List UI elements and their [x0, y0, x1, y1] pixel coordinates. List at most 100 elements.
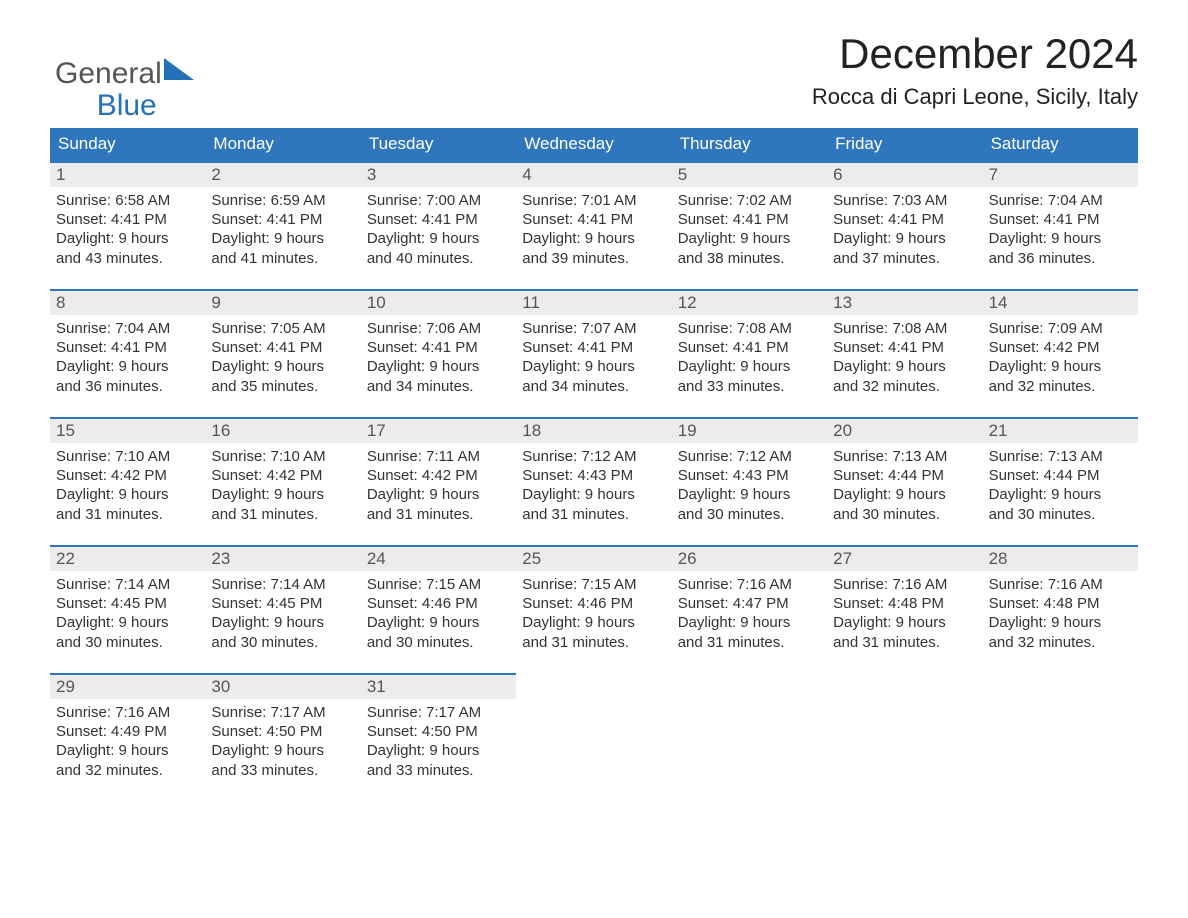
sunrise-line: Sunrise: 7:16 AM — [678, 575, 821, 594]
day-number: 30 — [205, 673, 360, 699]
day-details: Sunrise: 7:08 AMSunset: 4:41 PMDaylight:… — [672, 315, 827, 399]
calendar-day: 26Sunrise: 7:16 AMSunset: 4:47 PMDayligh… — [672, 545, 827, 655]
sunset-line: Sunset: 4:48 PM — [989, 594, 1132, 613]
daylight-line-2: and 34 minutes. — [522, 377, 665, 396]
sunrise-line: Sunrise: 7:16 AM — [833, 575, 976, 594]
sunrise-line: Sunrise: 7:01 AM — [522, 191, 665, 210]
sunrise-line: Sunrise: 7:13 AM — [833, 447, 976, 466]
daylight-line-1: Daylight: 9 hours — [367, 485, 510, 504]
sunrise-line: Sunrise: 7:09 AM — [989, 319, 1132, 338]
day-details: Sunrise: 7:16 AMSunset: 4:47 PMDaylight:… — [672, 571, 827, 655]
day-number: 21 — [983, 417, 1138, 443]
day-details: Sunrise: 7:07 AMSunset: 4:41 PMDaylight:… — [516, 315, 671, 399]
calendar-day: 28Sunrise: 7:16 AMSunset: 4:48 PMDayligh… — [983, 545, 1138, 655]
daylight-line-2: and 31 minutes. — [833, 633, 976, 652]
daylight-line-1: Daylight: 9 hours — [989, 357, 1132, 376]
month-title: December 2024 — [50, 30, 1138, 78]
daylight-line-1: Daylight: 9 hours — [678, 613, 821, 632]
daylight-line-1: Daylight: 9 hours — [522, 357, 665, 376]
daylight-line-1: Daylight: 9 hours — [56, 229, 199, 248]
sunrise-line: Sunrise: 7:14 AM — [211, 575, 354, 594]
day-details: Sunrise: 7:12 AMSunset: 4:43 PMDaylight:… — [672, 443, 827, 527]
day-number: 5 — [672, 161, 827, 187]
day-details: Sunrise: 7:10 AMSunset: 4:42 PMDaylight:… — [205, 443, 360, 527]
daylight-line-2: and 31 minutes. — [678, 633, 821, 652]
calendar-day: 16Sunrise: 7:10 AMSunset: 4:42 PMDayligh… — [205, 417, 360, 527]
sunrise-line: Sunrise: 7:16 AM — [989, 575, 1132, 594]
daylight-line-2: and 33 minutes. — [367, 761, 510, 780]
daylight-line-2: and 36 minutes. — [56, 377, 199, 396]
calendar-day: 9Sunrise: 7:05 AMSunset: 4:41 PMDaylight… — [205, 289, 360, 399]
sunset-line: Sunset: 4:41 PM — [367, 210, 510, 229]
daylight-line-1: Daylight: 9 hours — [522, 485, 665, 504]
sunset-line: Sunset: 4:41 PM — [678, 338, 821, 357]
day-number: 1 — [50, 161, 205, 187]
daylight-line-1: Daylight: 9 hours — [522, 613, 665, 632]
sunset-line: Sunset: 4:41 PM — [833, 338, 976, 357]
daylight-line-2: and 31 minutes. — [367, 505, 510, 524]
daylight-line-2: and 34 minutes. — [367, 377, 510, 396]
daylight-line-1: Daylight: 9 hours — [833, 485, 976, 504]
day-details: Sunrise: 7:16 AMSunset: 4:49 PMDaylight:… — [50, 699, 205, 783]
daylight-line-2: and 36 minutes. — [989, 249, 1132, 268]
calendar-day: 25Sunrise: 7:15 AMSunset: 4:46 PMDayligh… — [516, 545, 671, 655]
daylight-line-2: and 30 minutes. — [367, 633, 510, 652]
day-number: 26 — [672, 545, 827, 571]
daylight-line-1: Daylight: 9 hours — [678, 229, 821, 248]
day-details: Sunrise: 7:14 AMSunset: 4:45 PMDaylight:… — [205, 571, 360, 655]
day-number: 24 — [361, 545, 516, 571]
calendar-day: 15Sunrise: 7:10 AMSunset: 4:42 PMDayligh… — [50, 417, 205, 527]
sunset-line: Sunset: 4:41 PM — [833, 210, 976, 229]
sunset-line: Sunset: 4:41 PM — [56, 210, 199, 229]
day-number: 10 — [361, 289, 516, 315]
daylight-line-2: and 31 minutes. — [56, 505, 199, 524]
sunset-line: Sunset: 4:41 PM — [367, 338, 510, 357]
daylight-line-1: Daylight: 9 hours — [833, 613, 976, 632]
sunset-line: Sunset: 4:44 PM — [989, 466, 1132, 485]
sunrise-line: Sunrise: 7:12 AM — [678, 447, 821, 466]
day-details: Sunrise: 7:15 AMSunset: 4:46 PMDaylight:… — [361, 571, 516, 655]
day-number: 8 — [50, 289, 205, 315]
day-number: 2 — [205, 161, 360, 187]
col-header-sunday: Sunday — [50, 128, 205, 161]
sunset-line: Sunset: 4:42 PM — [989, 338, 1132, 357]
daylight-line-2: and 30 minutes. — [56, 633, 199, 652]
daylight-line-1: Daylight: 9 hours — [56, 613, 199, 632]
sunset-line: Sunset: 4:41 PM — [56, 338, 199, 357]
calendar-day: 27Sunrise: 7:16 AMSunset: 4:48 PMDayligh… — [827, 545, 982, 655]
calendar-day: 19Sunrise: 7:12 AMSunset: 4:43 PMDayligh… — [672, 417, 827, 527]
day-details: Sunrise: 7:03 AMSunset: 4:41 PMDaylight:… — [827, 187, 982, 271]
day-number: 12 — [672, 289, 827, 315]
sunrise-line: Sunrise: 7:02 AM — [678, 191, 821, 210]
calendar-week: 8Sunrise: 7:04 AMSunset: 4:41 PMDaylight… — [50, 289, 1138, 399]
daylight-line-2: and 39 minutes. — [522, 249, 665, 268]
sunset-line: Sunset: 4:45 PM — [56, 594, 199, 613]
calendar-day: 7Sunrise: 7:04 AMSunset: 4:41 PMDaylight… — [983, 161, 1138, 271]
day-number: 19 — [672, 417, 827, 443]
col-header-tuesday: Tuesday — [361, 128, 516, 161]
calendar-day: 20Sunrise: 7:13 AMSunset: 4:44 PMDayligh… — [827, 417, 982, 527]
calendar-day: 14Sunrise: 7:09 AMSunset: 4:42 PMDayligh… — [983, 289, 1138, 399]
calendar-day: 22Sunrise: 7:14 AMSunset: 4:45 PMDayligh… — [50, 545, 205, 655]
day-details: Sunrise: 7:08 AMSunset: 4:41 PMDaylight:… — [827, 315, 982, 399]
daylight-line-1: Daylight: 9 hours — [678, 357, 821, 376]
day-number: 7 — [983, 161, 1138, 187]
daylight-line-2: and 32 minutes. — [989, 633, 1132, 652]
calendar-day — [983, 673, 1138, 783]
sunset-line: Sunset: 4:41 PM — [522, 210, 665, 229]
sunrise-line: Sunrise: 7:10 AM — [56, 447, 199, 466]
calendar-day: 5Sunrise: 7:02 AMSunset: 4:41 PMDaylight… — [672, 161, 827, 271]
sunset-line: Sunset: 4:41 PM — [522, 338, 665, 357]
sunrise-line: Sunrise: 7:08 AM — [833, 319, 976, 338]
daylight-line-1: Daylight: 9 hours — [56, 741, 199, 760]
day-details: Sunrise: 7:16 AMSunset: 4:48 PMDaylight:… — [983, 571, 1138, 655]
sunrise-line: Sunrise: 7:17 AM — [367, 703, 510, 722]
day-number: 23 — [205, 545, 360, 571]
daylight-line-2: and 30 minutes. — [211, 633, 354, 652]
header: December 2024 Rocca di Capri Leone, Sici… — [50, 30, 1138, 110]
sunset-line: Sunset: 4:43 PM — [522, 466, 665, 485]
sunrise-line: Sunrise: 7:13 AM — [989, 447, 1132, 466]
day-number: 15 — [50, 417, 205, 443]
day-details: Sunrise: 7:04 AMSunset: 4:41 PMDaylight:… — [983, 187, 1138, 271]
sunrise-line: Sunrise: 7:17 AM — [211, 703, 354, 722]
